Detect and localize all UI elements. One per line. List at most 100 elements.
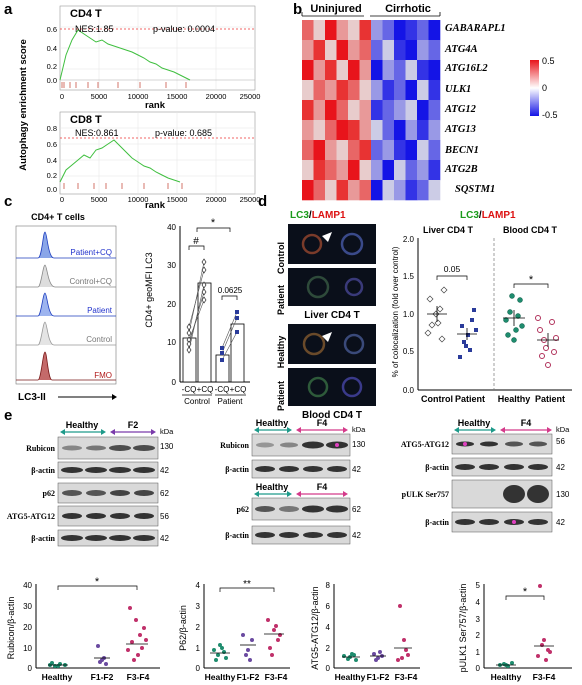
e-plot-ytick: 30: [23, 602, 32, 611]
heatmap-cell: [325, 80, 337, 101]
panel-a: Autophagy enrichment score CD4 T NES:1.8…: [18, 5, 261, 211]
c-ytick: 20: [167, 300, 176, 309]
d-ytick: 1.0: [403, 310, 415, 319]
c-ytick: 40: [167, 223, 176, 232]
heatmap-cell: [382, 120, 395, 141]
e-plot-ytick: 20: [23, 623, 32, 632]
c-ytick: 10: [167, 338, 176, 347]
c-xtick: +CQ: [197, 385, 214, 394]
e-plot-ytick: 2: [326, 644, 331, 653]
heatmap-cell: [302, 60, 314, 81]
panel-e-blot2: Healthy F4 kDa Healthy F4 Rubicon β-acti…: [220, 418, 366, 545]
heatmap-group-cirrhotic: Cirrhotic: [385, 3, 431, 15]
cd4-xtick: 10000: [128, 92, 149, 101]
e-plot-rubicon: Rubicon/β-actin 40 30 20 10 0 * Healthy …: [6, 576, 160, 682]
gsea-plot-cd4: CD4 T NES:1.85 p-value: 0.0004 0.6 0.4 0…: [47, 5, 260, 111]
d-xlabel: Healthy: [498, 394, 531, 404]
cd8-xlabel: rank: [145, 200, 166, 211]
gene-label: ATG13: [444, 124, 476, 135]
heatmap-cells: [302, 20, 441, 201]
cd8-ytick: 0.0: [47, 185, 57, 194]
cd4-xtick: 20000: [206, 92, 227, 101]
heatmap-cell: [348, 160, 360, 181]
blot1-group: Healthy: [66, 420, 99, 430]
a-ylabel: Autophagy enrichment score: [18, 39, 29, 170]
e-plot-ytick: 2: [476, 631, 481, 640]
d-plot-title-blood: Blood CD4 T: [503, 225, 557, 235]
heatmap-cell: [313, 60, 326, 81]
cd8-xtick: 25000: [240, 195, 261, 204]
e-plot-ytick: 4: [326, 623, 331, 632]
c-ylabel: CD4+ geoMFI LC3: [144, 252, 154, 327]
cd8-xtick: 10000: [128, 195, 149, 204]
svg-text:LC3/LAMP1: LC3/LAMP1: [460, 210, 516, 221]
heatmap-cell: [336, 160, 349, 181]
d-xlabel: Patient: [535, 394, 565, 404]
gene-label: ATG2B: [444, 164, 478, 175]
heatmap-cell: [405, 100, 418, 121]
heatmap-cell: [382, 140, 395, 161]
heatmap-cell: [428, 160, 441, 181]
e-plot-xlabel: Healthy: [205, 672, 236, 682]
e-plot-ytick: 0: [326, 664, 331, 673]
cd4-xtick: 15000: [167, 92, 188, 101]
e-plot-sig: *: [523, 586, 528, 598]
blot1-kda-value: 62: [160, 489, 169, 498]
panel-e-blot3: Healthy F4 kDa ATG5-ATG12 β-actin pULK S…: [401, 418, 570, 533]
e-plot-ytick: 3: [476, 615, 481, 624]
c-xtick: -CQ: [182, 385, 197, 394]
blot1-kda-value: 42: [160, 534, 169, 543]
e-plot-xlabel: Healthy: [42, 672, 73, 682]
heatmap-cell: [417, 20, 429, 41]
panel-letter-c: c: [4, 193, 12, 210]
gene-label: ATG4A: [444, 44, 478, 55]
heatmap-cell: [313, 100, 326, 121]
heatmap-cell: [359, 100, 372, 121]
c-sig-p: 0.0625: [218, 286, 243, 295]
heatmap-cell: [382, 40, 395, 61]
heatmap-cell: [405, 160, 418, 181]
panel-d-plot: LC3/LAMP1 Liver CD4 T Blood CD4 T % of c…: [391, 210, 572, 404]
gsea-plot-cd8: CD8 T NES:0.861 p-value: 0.685 0.8 0.6 0…: [47, 111, 261, 211]
blot1-kda-value: 56: [160, 512, 169, 521]
d-title-lamp1: LAMP1: [312, 210, 346, 221]
heatmap-cell: [325, 120, 337, 141]
heatmap-cell: [371, 120, 383, 141]
blot1-row: Rubicon: [26, 444, 55, 453]
heatmap-cell: [371, 180, 383, 201]
panel-c-geomfi-plot: CD4+ geoMFI LC3 40 30 20 10 0: [144, 217, 250, 406]
heatmap-cell: [313, 140, 326, 161]
blot3-kda: kDa: [556, 425, 570, 434]
heatmap-cell: [325, 100, 337, 121]
heatmap-cell: [382, 20, 395, 41]
e-plot-ytick: 1: [196, 644, 201, 653]
blot1-group: F2: [128, 420, 139, 430]
blot1-row: β-actin: [31, 466, 55, 475]
cd8-xtick: 15000: [167, 195, 188, 204]
blot2-row: Rubicon: [220, 441, 249, 450]
heatmap-cell: [336, 20, 349, 41]
flow-label: FMO: [94, 371, 112, 380]
cd4-ytick: 0.4: [47, 44, 57, 53]
blot2-group: Healthy: [256, 418, 289, 428]
heatmap-cell: [417, 180, 429, 201]
cd4-title: CD4 T: [70, 8, 102, 20]
heatmap-cell: [336, 120, 349, 141]
heatmap-cell: [428, 140, 441, 161]
heatmap-cell: [394, 60, 406, 81]
heatmap-cell: [348, 140, 360, 161]
panel-letter-b: b: [293, 1, 302, 18]
e-plot-xlabel: F1-F2: [91, 672, 114, 682]
e-plot-ytick: 1: [476, 648, 481, 657]
cd4-ytick: 0.0: [47, 76, 57, 85]
d-plot-title-liver: Liver CD4 T: [423, 225, 474, 235]
heatmap-cell: [382, 80, 395, 101]
blot3-group: F4: [521, 418, 532, 428]
e-plot-ytick: 10: [23, 644, 32, 653]
e-plot-xlabel: F3-F4: [127, 672, 150, 682]
heatmap-cell: [325, 40, 337, 61]
cd4-ytick: 0.6: [47, 25, 57, 34]
blot3-kda-value: 56: [556, 437, 565, 446]
blot2-row: β-actin: [225, 531, 249, 540]
heatmap-cell: [336, 100, 349, 121]
